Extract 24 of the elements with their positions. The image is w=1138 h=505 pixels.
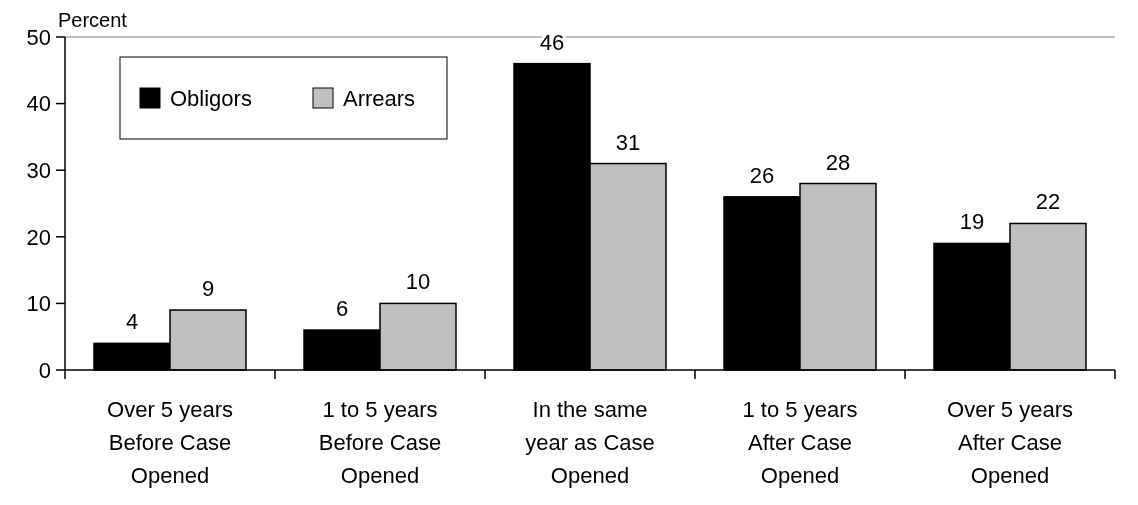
data-label: 31 xyxy=(615,129,641,155)
y-tick-label: 10 xyxy=(26,291,51,317)
y-tick-label: 20 xyxy=(26,224,51,250)
data-label: 10 xyxy=(405,269,431,295)
x-tick-label: Over 5 years After Case Opened xyxy=(947,397,1073,488)
x-tick-label: 1 to 5 years Before Case Opened xyxy=(318,397,442,488)
x-tick-label: 1 to 5 years After Case Opened xyxy=(742,397,858,488)
data-label: 46 xyxy=(539,29,565,55)
legend-label: Obligors xyxy=(170,85,252,111)
y-tick-label: 0 xyxy=(38,357,51,383)
y-tick-label: 30 xyxy=(26,157,51,183)
data-label: 9 xyxy=(201,276,215,302)
data-label: 4 xyxy=(125,309,139,335)
y-tick-label: 40 xyxy=(26,91,51,117)
x-tick-label: Over 5 years Before Case Opened xyxy=(107,397,233,488)
data-label: 26 xyxy=(749,162,775,188)
y-tick-label: 50 xyxy=(26,24,51,50)
data-label: 6 xyxy=(335,296,349,322)
data-label: 22 xyxy=(1035,189,1061,215)
legend-label: Arrears xyxy=(343,85,416,111)
y-axis-title: Percent xyxy=(58,9,128,31)
x-tick-label: In the same year as Case Opened xyxy=(525,397,655,488)
data-label: 28 xyxy=(825,149,851,175)
data-label: 19 xyxy=(959,209,985,235)
